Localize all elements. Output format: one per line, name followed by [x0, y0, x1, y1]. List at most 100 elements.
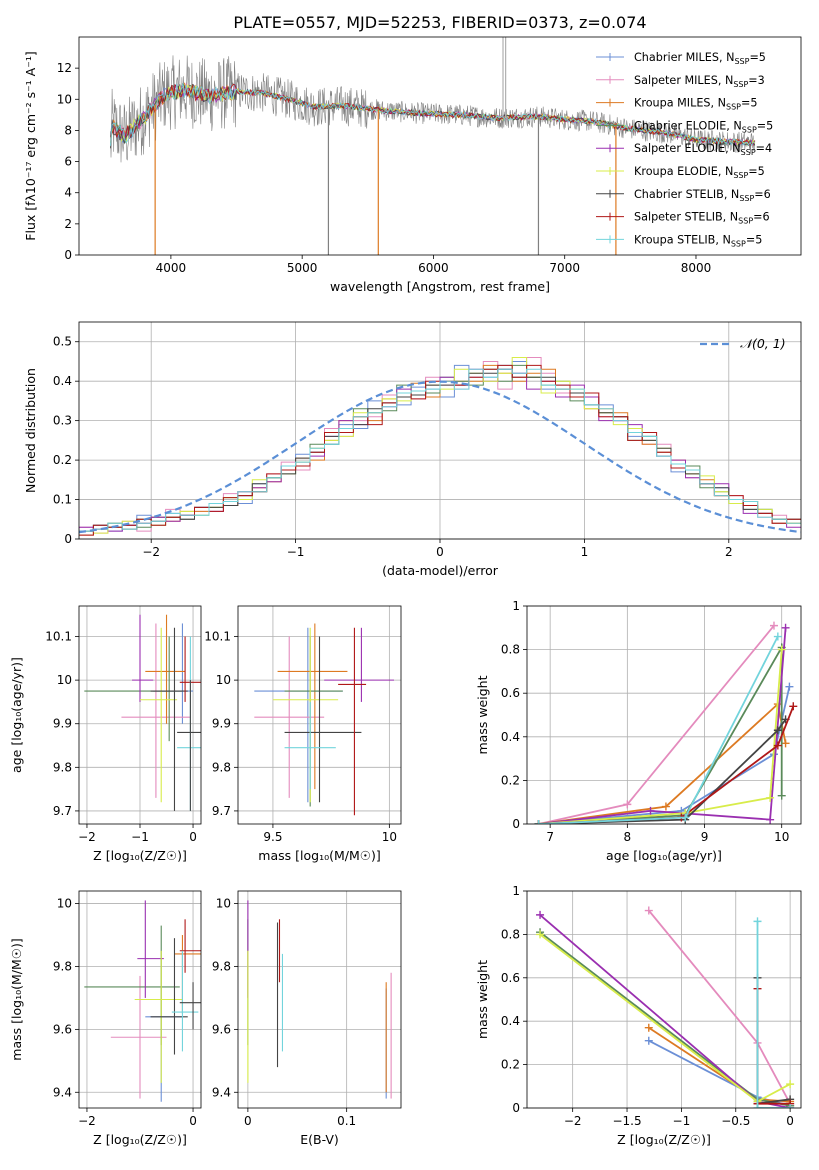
x-axis-label: Z [log₁₀(Z/Z☉)] — [93, 848, 187, 863]
x-tick-label: 0 — [189, 830, 197, 844]
y-tick-label: 4 — [64, 186, 72, 200]
x-tick-label: 7000 — [549, 261, 580, 275]
y-tick-label: 9.4 — [53, 1085, 72, 1099]
y-tick-label: 0.8 — [501, 927, 520, 941]
mass-weight-point — [646, 806, 655, 815]
legend-nssp: =3 — [748, 74, 765, 87]
legend-subscript: SSP — [733, 80, 748, 89]
legend-nssp: =4 — [756, 142, 773, 155]
legend-subscript: SSP — [742, 125, 757, 134]
x-tick-label: 2 — [725, 545, 733, 559]
mass-weight-line — [538, 644, 783, 824]
spectrum-panel: 4000 5000 6000 7000 8000 0 2 4 6 8 10 12 wavelength … — [23, 36, 802, 294]
legend: 𝒩(0, 1) — [700, 336, 786, 351]
mass-weight-point — [773, 726, 782, 735]
x-axis-label: (data-model)/error — [382, 563, 499, 578]
plot-area — [247, 900, 392, 1099]
y-tick-label: 10 — [216, 897, 231, 911]
y-tick-label: 6 — [64, 155, 72, 169]
x-tick-label: 0 — [436, 545, 444, 559]
legend-subscript: SSP — [738, 217, 753, 226]
y-tick-label: 9.8 — [53, 959, 72, 973]
y-tick-label: 10 — [57, 92, 72, 106]
y-tick-label: 10.1 — [204, 630, 231, 644]
mass-weight-point — [781, 739, 790, 748]
y-tick-label: 9.8 — [212, 959, 231, 973]
axes-frame — [237, 605, 402, 825]
x-tick-label: 0.1 — [337, 1114, 356, 1128]
residuals-panel: −2 −1 0 1 2 0 0.1 0.2 0.3 0.4 0.5 (data-model)/erro… — [23, 321, 802, 578]
x-tick-label: 0 — [786, 1114, 794, 1128]
y-tick-label: 0.3 — [53, 414, 72, 428]
x-tick-label: −1 — [287, 545, 305, 559]
y-tick-label: 10 — [57, 897, 72, 911]
mass-weight-point — [681, 813, 690, 822]
mass-weight-line — [538, 649, 783, 824]
mass-weight-point — [785, 682, 794, 691]
mass-weight-point — [536, 910, 545, 919]
y-tick-label: 9.7 — [53, 804, 72, 818]
y-tick-label: 0.5 — [53, 335, 72, 349]
y-tick-label: 0.1 — [53, 493, 72, 507]
x-tick-label: 10 — [774, 830, 789, 844]
x-tick-label: −2 — [564, 1114, 582, 1128]
mass-weight-point — [536, 930, 545, 939]
legend-subscript: SSP — [726, 103, 741, 112]
plot-area — [84, 614, 201, 811]
x-tick-label: −2 — [78, 1114, 96, 1128]
mass-weight-point — [777, 645, 786, 654]
y-axis-label: mass weight — [475, 960, 490, 1039]
legend-label: 𝒩(0, 1) — [740, 336, 786, 351]
y-tick-label: 0 — [512, 817, 520, 831]
x-axis-label: mass [log₁₀(M/M☉)] — [258, 848, 380, 863]
weight-vs-age-panel: 7 8 9 10 0 0.2 0.4 0.6 0.8 1 age [log₁₀(age/yr)] ma… — [475, 599, 802, 863]
mass-weight-point — [786, 1080, 795, 1089]
mass-weight-line — [538, 625, 775, 824]
mass-weight-point — [786, 1104, 795, 1108]
y-tick-label: 8 — [64, 123, 72, 137]
grid-group — [79, 606, 201, 824]
y-tick-label: 2 — [64, 217, 72, 231]
x-tick-label: 9 — [701, 830, 709, 844]
y-tick-label: 0.6 — [501, 686, 520, 700]
y-tick-label: 9.4 — [212, 1085, 231, 1099]
plot-area — [536, 906, 795, 1108]
weight-vs-metallicity-panel: −2 −1.5 −1 −0.5 0 0 0.2 0.4 0.6 0.8 1 Z [log₁₀(Z/Z☉… — [475, 884, 802, 1147]
axes-group: −2 −1 0 1 2 0 0.1 0.2 0.3 0.4 0.5 (data-model)/erro… — [23, 321, 802, 578]
mass-weight-point — [623, 800, 632, 809]
legend-nssp: =6 — [753, 211, 770, 224]
age-vs-mass-panel: 9.5 10 9.7 9.8 9.9 10 10.1 mass [log₁₀(M/M☉)] — [204, 605, 402, 863]
axes-frame — [78, 321, 802, 540]
axes-group: −2 −1 0 9.7 9.8 9.9 10 10.1 Z [log₁₀(Z/Z☉)] age [… — [9, 605, 202, 863]
grid-group — [79, 322, 801, 540]
y-axis-label: age [log₁₀(age/yr)] — [9, 657, 24, 773]
y-tick-label: 0.2 — [53, 453, 72, 467]
legend-label: Chabrier ELODIE, NSSP=5 — [634, 119, 773, 134]
y-tick-label: 0 — [64, 248, 72, 262]
x-tick-label: −0.5 — [721, 1114, 750, 1128]
y-axis-label: mass weight — [475, 675, 490, 754]
axes-group: 9.5 10 9.7 9.8 9.9 10 10.1 mass [log₁₀(M/M☉)] — [204, 605, 402, 863]
x-tick-label: 5000 — [287, 261, 318, 275]
normal-reference-curve — [79, 380, 801, 534]
plot-area — [110, 37, 756, 255]
x-axis-label: Z [log₁₀(Z/Z☉)] — [617, 1132, 711, 1147]
grid-group — [527, 605, 801, 825]
x-tick-label: 9.5 — [263, 830, 282, 844]
mass-weight-point — [769, 621, 778, 630]
y-axis-label: Normed distribution — [23, 368, 38, 493]
legend-label: Salpeter MILES, NSSP=3 — [634, 74, 765, 89]
x-tick-label: 1 — [581, 545, 589, 559]
legend-subscript: SSP — [733, 171, 748, 180]
mass-weight-point — [661, 802, 670, 811]
x-tick-label: 4000 — [156, 261, 187, 275]
axes-group: −2 −1.5 −1 −0.5 0 0 0.2 0.4 0.6 0.8 1 Z [log₁₀(Z/Z☉… — [475, 884, 802, 1147]
mass-weight-point — [781, 623, 790, 632]
mass-weight-point — [644, 906, 653, 915]
y-tick-label: 0.4 — [501, 1014, 520, 1028]
mass-weight-point — [534, 820, 543, 824]
figure-title: PLATE=0557, MJD=52253, FIBERID=0373, z=0… — [233, 13, 646, 32]
plot-area — [534, 621, 798, 824]
axes-frame — [78, 36, 802, 256]
